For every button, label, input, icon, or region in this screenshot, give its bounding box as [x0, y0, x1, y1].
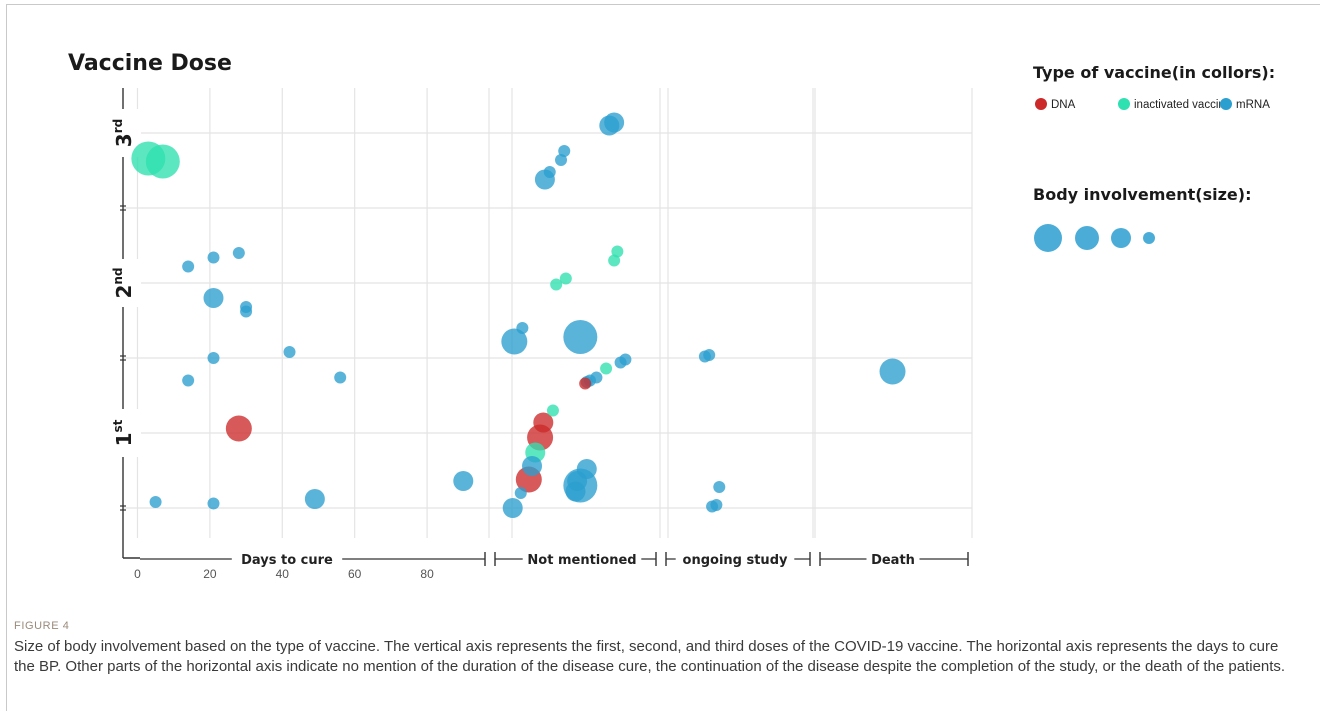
y-tick-label: 3rd	[111, 109, 141, 157]
chart-title: Vaccine Dose	[68, 51, 232, 76]
data-point	[207, 497, 220, 510]
x-section-bracket: ongoing study	[665, 550, 811, 568]
data-point	[334, 371, 347, 384]
y-tick-superscript: nd	[111, 267, 125, 284]
x-section-bracket: Not mentioned	[494, 550, 657, 568]
data-point	[710, 499, 723, 511]
y-tick-label: 1st	[111, 409, 141, 457]
y-tick-label: 2nd	[111, 259, 141, 307]
legend-swatch	[1118, 98, 1130, 110]
bracket-label-bg	[866, 550, 920, 568]
data-point	[240, 305, 253, 318]
data-point	[533, 412, 554, 433]
figure-frame	[6, 4, 1320, 711]
data-point	[565, 481, 586, 502]
legend-size-swatch	[1075, 226, 1099, 250]
x-tick-label: 60	[348, 567, 362, 581]
data-point	[579, 377, 592, 390]
legend-size-swatch	[1111, 228, 1131, 248]
data-point	[182, 374, 195, 387]
data-point	[207, 352, 220, 364]
legend-label: mRNA	[1236, 99, 1270, 111]
data-point	[713, 481, 726, 493]
data-point	[453, 471, 474, 491]
data-point	[283, 346, 296, 358]
legend-size-swatch	[1034, 224, 1062, 252]
x-tick-label: 80	[420, 567, 434, 581]
data-point	[304, 489, 325, 509]
data-point	[879, 358, 906, 385]
data-point	[207, 251, 220, 264]
x-section-bracket: Death	[819, 550, 969, 568]
x-tick-label: 0	[134, 567, 141, 581]
data-point	[546, 404, 559, 417]
data-point	[703, 349, 716, 361]
legend-entry: mRNA	[1220, 98, 1270, 111]
y-tick-label-bg	[115, 409, 141, 457]
data-point	[563, 320, 598, 354]
data-point	[522, 456, 543, 476]
data-point	[600, 362, 613, 375]
figure-label: FIGURE 4	[14, 620, 70, 632]
y-tick-superscript: rd	[111, 119, 125, 134]
x-tick-label: 40	[276, 567, 290, 581]
data-point	[225, 415, 252, 442]
data-point	[608, 254, 621, 267]
y-tick-number: 1	[112, 432, 136, 446]
data-point	[203, 288, 224, 308]
y-tick-superscript: st	[111, 419, 125, 432]
data-point	[555, 154, 568, 166]
y-tick-number: 2	[112, 285, 136, 299]
x-section-label: ongoing study	[683, 553, 788, 568]
legend-entry: inactivated vaccine	[1118, 98, 1231, 111]
data-point	[559, 272, 572, 285]
legend-label: DNA	[1051, 99, 1076, 111]
legend-swatch	[1035, 98, 1047, 110]
data-point	[611, 245, 624, 258]
legend-color-title: Type of vaccine(in collors):	[1033, 63, 1275, 82]
x-section-label: Death	[871, 553, 915, 568]
data-point	[516, 322, 529, 334]
data-point	[558, 145, 571, 157]
x-section-bracket: Days to cure	[140, 550, 486, 568]
x-section-label: Not mentioned	[527, 553, 636, 568]
y-tick-number: 3	[112, 133, 136, 147]
bubble-chart: Vaccine Dose 1st 2nd 3rd 0 20 40 60 80 Days to cu…	[68, 51, 1275, 581]
x-section-label: Days to cure	[241, 553, 333, 568]
legend-swatch	[1220, 98, 1232, 110]
data-point	[502, 498, 523, 518]
y-tick-text: 2nd	[111, 267, 136, 298]
bracket-label-bg	[231, 550, 343, 568]
data-point	[145, 144, 180, 179]
data-point	[614, 356, 627, 369]
y-tick-label-bg	[115, 109, 141, 157]
legend-size-swatch	[1143, 232, 1155, 244]
data-point	[232, 247, 245, 259]
bracket-label-bg	[522, 550, 642, 568]
legend-entry: DNA	[1035, 98, 1076, 111]
y-tick-label-bg	[115, 259, 141, 307]
data-point	[599, 115, 620, 136]
data-point	[182, 260, 195, 273]
y-tick-text: 1st	[111, 419, 136, 446]
data-point	[149, 496, 162, 508]
bracket-label-bg	[675, 550, 795, 568]
legend-size-title: Body involvement(size):	[1033, 185, 1251, 204]
data-point	[501, 328, 528, 355]
figure-caption: Size of body involvement based on the ty…	[14, 638, 1286, 675]
y-tick-text: 3rd	[111, 119, 136, 147]
data-point	[514, 487, 527, 499]
x-tick-label: 20	[203, 567, 217, 581]
legend-label: inactivated vaccine	[1134, 99, 1231, 111]
data-point	[543, 166, 556, 178]
data-point	[550, 278, 563, 291]
